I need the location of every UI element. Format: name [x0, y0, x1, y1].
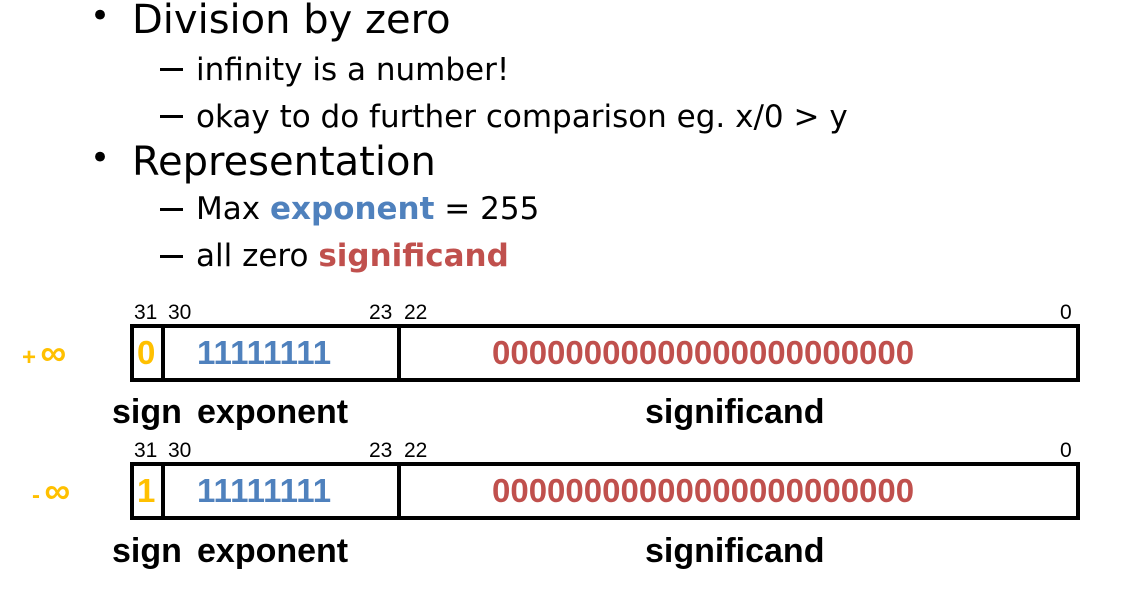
- negative-infinity-label: - ∞: [32, 470, 71, 511]
- sub-bullet-dash: [160, 255, 183, 258]
- bit-index-30: 30: [168, 439, 192, 462]
- positive-infinity-label: + ∞: [22, 332, 67, 373]
- sign-bit-value: 0: [137, 334, 156, 371]
- bit-field-box: [130, 462, 1080, 520]
- caption-exponent: exponent: [197, 532, 349, 570]
- bit-index-0: 0: [1060, 301, 1072, 324]
- sign-bit-value: 1: [137, 472, 156, 509]
- caption-sign: sign: [112, 393, 182, 431]
- field-divider: [161, 462, 165, 520]
- bit-index-23: 23: [369, 301, 393, 324]
- bullet-representation: Representation: [132, 139, 436, 185]
- sub-bullet-infinity: infinity is a number!: [196, 52, 510, 88]
- significand-bits-value: 00000000000000000000000: [492, 334, 915, 371]
- significand-bits-value: 00000000000000000000000: [492, 472, 915, 509]
- highlight-significand: significand: [318, 238, 509, 274]
- bullet-marker: •: [90, 138, 111, 178]
- field-divider: [397, 324, 401, 382]
- bit-index-23: 23: [369, 439, 393, 462]
- bullet-marker: •: [90, 0, 111, 36]
- exponent-bits-value: 11111111: [197, 472, 332, 509]
- caption-significand: significand: [645, 393, 825, 431]
- field-divider: [161, 324, 165, 382]
- sub-bullet-zero-significand: all zero significand: [196, 238, 509, 274]
- highlight-exponent: exponent: [269, 191, 435, 227]
- bit-index-31: 31: [134, 439, 158, 462]
- bit-field-box: [130, 324, 1080, 382]
- bullet-division-by-zero: Division by zero: [132, 0, 451, 43]
- bit-index-22: 22: [404, 301, 428, 324]
- sub-bullet-max-exponent: Max exponent = 255: [196, 191, 540, 227]
- caption-sign: sign: [112, 532, 182, 570]
- field-divider: [397, 462, 401, 520]
- sub-bullet-comparison: okay to do further comparison eg. x/0 > …: [196, 99, 848, 135]
- bit-index-0: 0: [1060, 439, 1072, 462]
- bit-index-30: 30: [168, 301, 192, 324]
- exponent-bits-value: 11111111: [197, 334, 332, 371]
- caption-significand: significand: [645, 532, 825, 570]
- bit-index-22: 22: [404, 439, 428, 462]
- sub-bullet-dash: [160, 68, 183, 71]
- caption-exponent: exponent: [197, 393, 349, 431]
- sub-bullet-dash: [160, 115, 183, 118]
- bit-index-31: 31: [134, 301, 158, 324]
- sub-bullet-dash: [160, 208, 183, 211]
